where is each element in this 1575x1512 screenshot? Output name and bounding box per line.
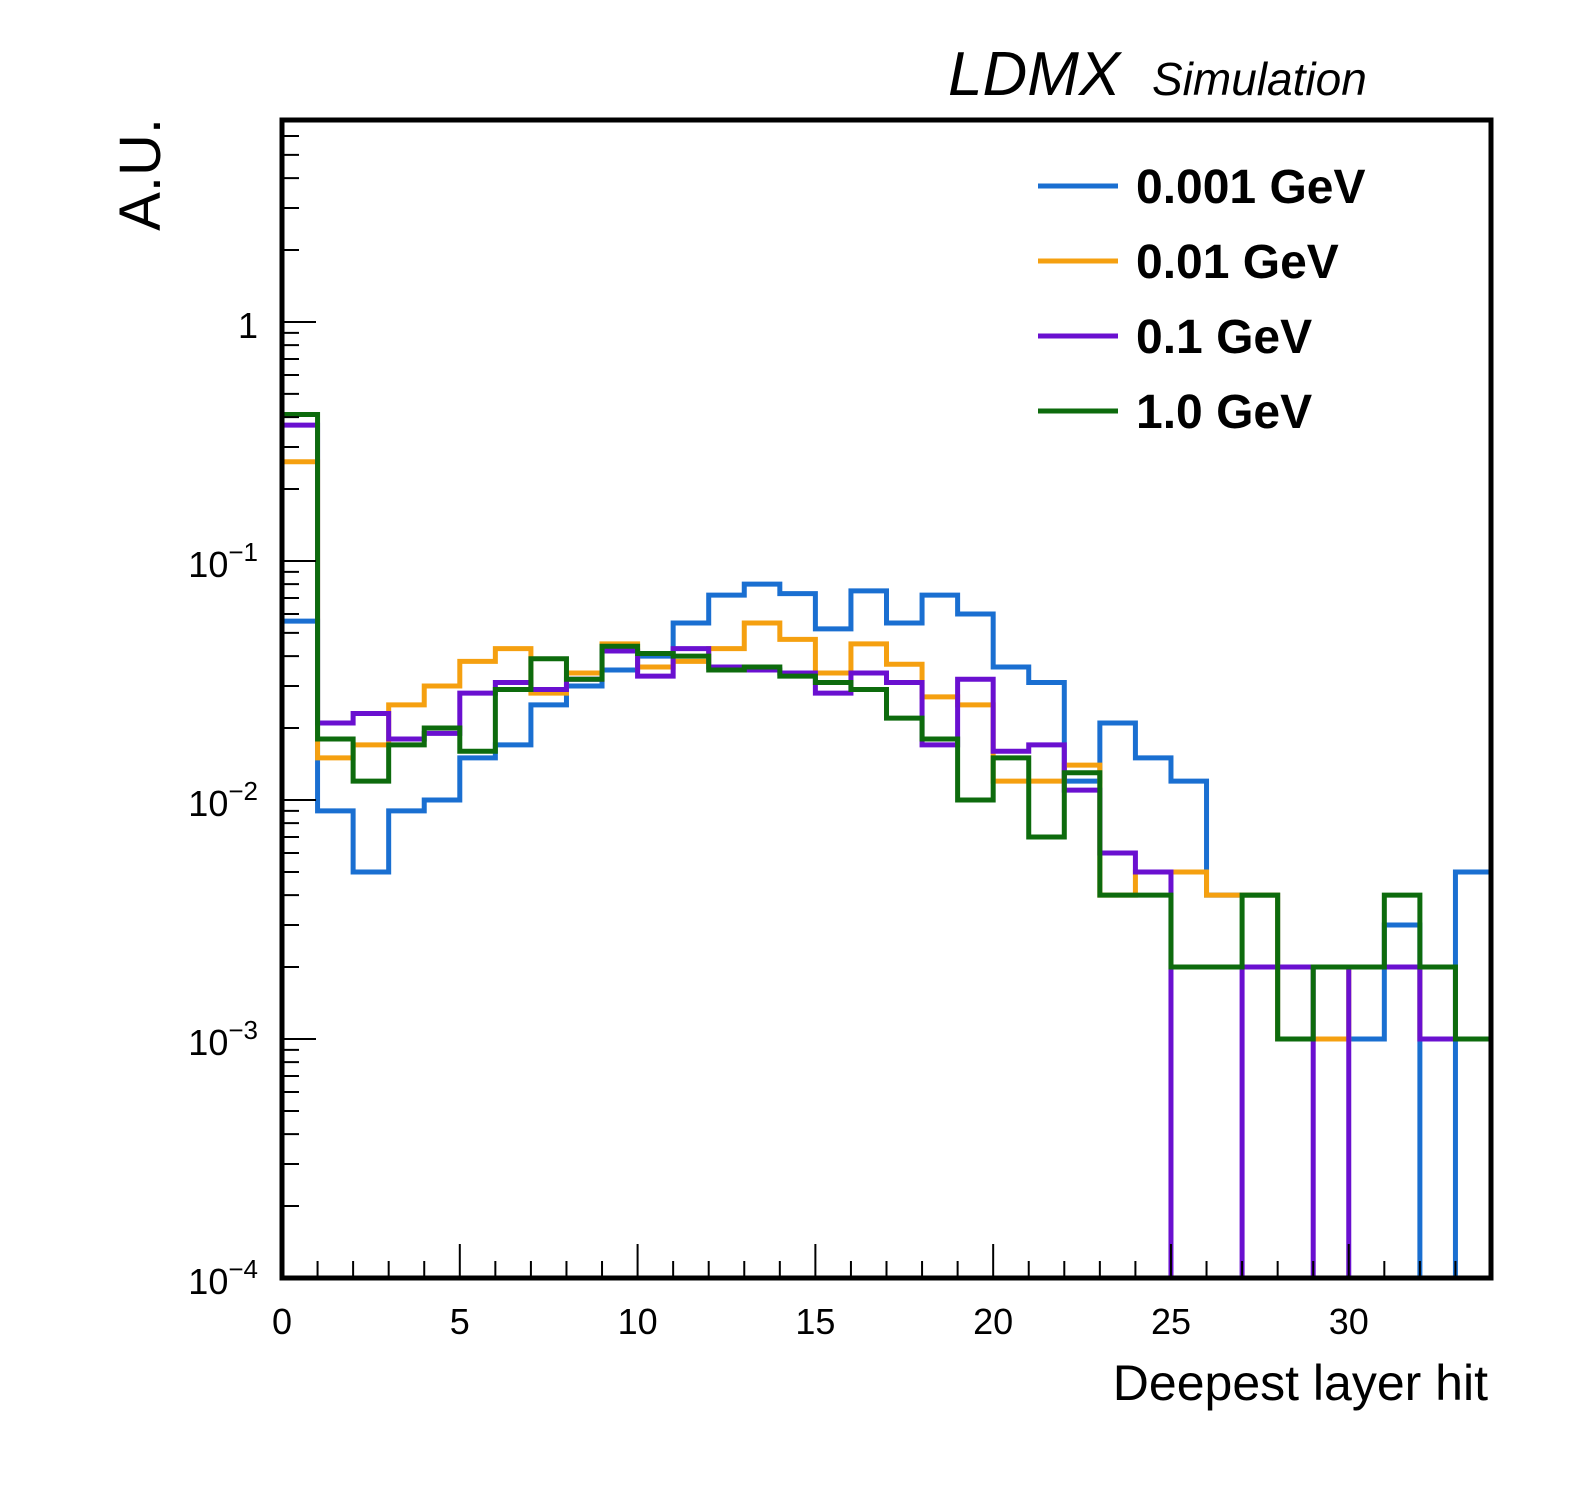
legend-label: 0.001 GeV [1136, 161, 1366, 214]
legend-label: 0.01 GeV [1136, 236, 1339, 289]
x-tick-label: 25 [1151, 1301, 1191, 1342]
series-line-1 [279, 459, 1491, 1278]
x-tick-label: 0 [272, 1301, 292, 1342]
tick-labels: 0 5 10 15 20 25 30 10−4 10−3 10−2 10−1 1 [188, 305, 1368, 1342]
x-axis-title: Deepest layer hit [1113, 1355, 1488, 1411]
plot-frame [279, 117, 1494, 1281]
x-tick-label: 5 [450, 1301, 470, 1342]
legend: 0.001 GeV 0.01 GeV 0.1 GeV 1.0 GeV [1038, 161, 1366, 439]
y-tick-label: 10−1 [188, 537, 258, 585]
series-line-2 [279, 422, 1491, 1281]
series-line-3 [279, 412, 1491, 1278]
x-tick-label: 20 [973, 1301, 1013, 1342]
x-tick-label: 15 [795, 1301, 835, 1342]
legend-label: 0.1 GeV [1136, 311, 1312, 364]
legend-label: 1.0 GeV [1136, 386, 1312, 439]
x-tick-label: 10 [618, 1301, 658, 1342]
y-axis-title: A.U. [108, 118, 173, 231]
y-tick-label: 10−2 [188, 776, 258, 824]
ticks-layer [281, 119, 1492, 1279]
x-tick-label: 30 [1329, 1301, 1369, 1342]
series-layer [279, 412, 1491, 1281]
y-tick-label: 10−3 [188, 1015, 258, 1063]
y-tick-label: 10−4 [188, 1254, 258, 1302]
simulation-label: Simulation [1152, 53, 1367, 105]
y-tick-label: 1 [238, 305, 258, 346]
experiment-label: LDMX [948, 40, 1123, 109]
